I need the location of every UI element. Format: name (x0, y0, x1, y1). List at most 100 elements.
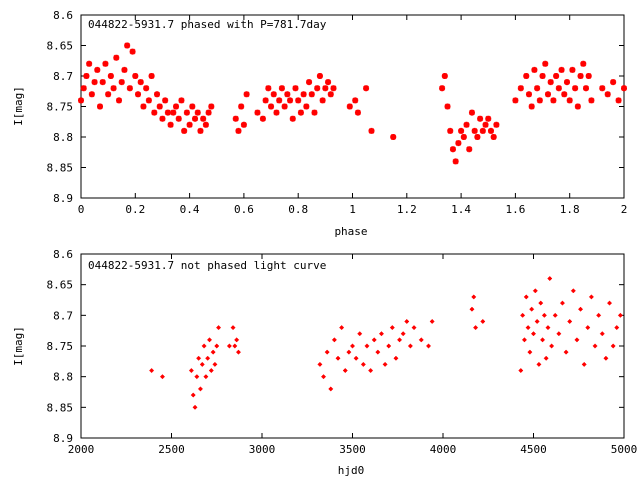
phased-data-point (572, 85, 579, 92)
unphased-data-point (205, 355, 211, 361)
unphased-data-point (378, 331, 385, 337)
phased-data-point (574, 103, 581, 110)
phased-data-point (80, 85, 87, 92)
unphased-data-point (592, 343, 598, 349)
unphased-data-point (429, 318, 435, 325)
phased-data-point (181, 127, 188, 134)
unphased-x-tick-label: 4000 (430, 443, 457, 456)
phased-data-point (270, 91, 277, 98)
unphased-y-tick-label: 8.6 (53, 248, 73, 261)
phased-data-point (156, 103, 163, 110)
phased-data-point (566, 97, 573, 104)
phased-data-point (463, 121, 470, 128)
phased-data-point (105, 91, 112, 98)
unphased-data-point (525, 325, 531, 331)
phased-data-point (208, 103, 215, 110)
unphased-data-point (371, 337, 377, 343)
phased-data-point (137, 79, 144, 86)
phased-data-point (189, 103, 196, 110)
phased-data-point (569, 66, 576, 73)
phased-data-point (284, 91, 291, 98)
phased-data-point (78, 97, 84, 104)
unphased-data-point (518, 367, 524, 374)
phased-data-point (175, 115, 182, 122)
unphased-data-point (523, 294, 529, 300)
phased-data-point (485, 115, 492, 122)
phased-data-point (474, 134, 481, 140)
phased-data-point (194, 109, 201, 116)
phased-y-tick-label: 8.65 (47, 40, 74, 53)
unphased-data-point (346, 349, 352, 355)
phased-data-point (167, 121, 174, 128)
unphased-data-point (201, 343, 207, 349)
phased-data-point (390, 134, 397, 140)
phased-y-tick-label: 8.85 (47, 162, 74, 175)
unphased-data-point (232, 343, 238, 349)
unphased-data-point (425, 343, 432, 349)
phased-data-point (322, 85, 329, 92)
phased-data-point (354, 109, 361, 116)
phased-data-point (235, 127, 242, 134)
phased-data-point (186, 121, 193, 128)
unphased-data-point (199, 361, 205, 367)
phased-data-point (444, 103, 451, 110)
phased-data-point (452, 158, 459, 165)
phased-data-point (148, 73, 155, 79)
phased-axis-ticks: 0 0.2 0.4 0.6 0.8 1 1.2 1.4 1.6 1.8 2 8.6 8.65 8.7 8.7… (47, 9, 628, 216)
phased-data-point (243, 91, 250, 98)
phased-data-point (455, 140, 462, 147)
unphased-data-point (393, 355, 399, 361)
phased-data-point (325, 79, 332, 86)
phased-data-point (151, 109, 158, 116)
phased-data-point (273, 109, 280, 116)
unphased-data-point (588, 294, 594, 300)
phased-data-point (599, 85, 606, 92)
unphased-data-point (386, 343, 392, 349)
phased-data-point (107, 73, 114, 79)
unphased-data-point (407, 343, 413, 349)
phased-data-point (517, 85, 524, 92)
phased-data-point (289, 115, 296, 122)
phased-data-point (316, 73, 323, 79)
phased-data-point (534, 85, 541, 92)
phased-data-point (539, 73, 546, 79)
phased-data-point (471, 127, 478, 134)
phased-data-point (621, 85, 627, 92)
phased-x-tick-label: 0 (78, 203, 85, 216)
unphased-data-point (469, 306, 475, 312)
unphased-data-point (375, 349, 381, 355)
phased-data-point (124, 42, 131, 49)
phased-data-point (585, 73, 592, 79)
phased-data-point (159, 115, 166, 122)
phased-data-point (523, 73, 530, 79)
phased-data-point (306, 79, 313, 86)
unphased-data-point (581, 361, 587, 367)
unphased-data-point (563, 349, 569, 355)
phased-y-tick-label: 8.9 (53, 192, 73, 205)
unphased-data-point (567, 318, 573, 325)
phased-data-point (140, 103, 147, 110)
unphased-data-point (521, 337, 528, 343)
phased-data-point (287, 97, 294, 104)
phased-data-point (129, 48, 136, 55)
phased-data-point (536, 97, 543, 104)
unphased-data-point (610, 343, 616, 349)
phased-data-point (615, 97, 622, 104)
unphased-data-point (606, 300, 613, 306)
unphased-axis-ticks: 2000 2500 3000 3500 4000 4500 5000 8.6 8.65 8.7 8.… (47, 248, 638, 456)
unphased-x-tick-label: 2000 (68, 443, 95, 456)
unphased-y-tick-label: 8.85 (47, 401, 74, 414)
phased-data-point (547, 79, 554, 86)
phased-data-point (303, 103, 310, 110)
phased-data-point (83, 73, 90, 79)
phased-data-point (126, 85, 133, 92)
phased-x-tick-label: 1.4 (451, 203, 471, 216)
phased-data-point (297, 109, 304, 116)
unphased-data-point (520, 312, 526, 318)
unphased-data-point (317, 361, 323, 367)
unphased-data-point (226, 343, 232, 349)
phased-data-point (202, 121, 209, 128)
phased-data-point (97, 103, 104, 110)
unphased-data-point (235, 349, 242, 355)
